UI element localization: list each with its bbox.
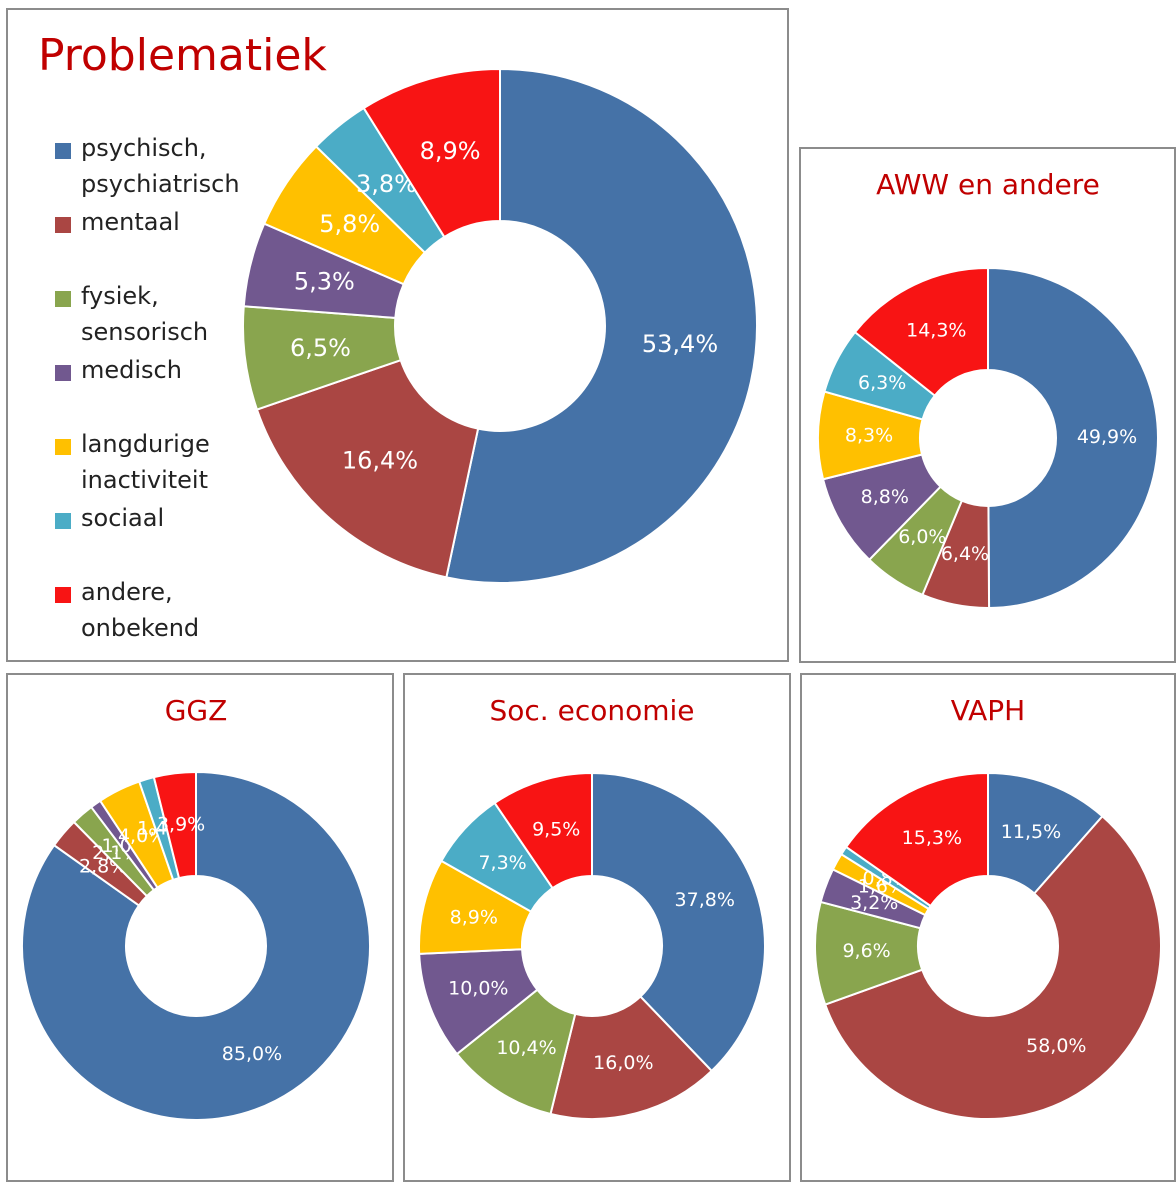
panel xyxy=(403,673,791,1182)
data-label: 6,0% xyxy=(898,526,946,548)
data-label: 16,4% xyxy=(342,446,418,474)
slice xyxy=(823,814,1162,1120)
legend-label: mentaal xyxy=(81,208,180,236)
data-label: 8,9% xyxy=(450,906,498,928)
legend-label: sociaal xyxy=(81,504,165,532)
legend-label: langdurige inactiviteit xyxy=(81,430,210,494)
legend: psychisch, psychiatrisch mentaal fysiek, s… xyxy=(55,130,255,648)
data-label: 11,5% xyxy=(1001,821,1061,843)
legend-label: psychisch, psychiatrisch xyxy=(81,134,240,198)
legend-label: medisch xyxy=(81,356,182,384)
slice xyxy=(853,266,989,398)
slice xyxy=(591,771,766,1073)
legend-swatch xyxy=(55,439,71,455)
data-label: 37,8% xyxy=(675,889,735,911)
legend-item: sociaal xyxy=(55,500,255,574)
legend-item: medisch xyxy=(55,352,255,426)
legend-label: fysiek, sensorisch xyxy=(81,282,209,346)
data-label: 3,2% xyxy=(850,892,898,914)
slice xyxy=(549,995,714,1120)
panel xyxy=(799,147,1176,663)
chart-title: VAPH xyxy=(950,694,1026,727)
data-label: 15,3% xyxy=(902,827,962,849)
data-label: 8,8% xyxy=(861,486,909,508)
legend-item: fysiek, sensorisch xyxy=(55,278,255,352)
legend-item: andere, onbekend xyxy=(55,574,255,648)
data-label: 9,6% xyxy=(842,940,890,962)
legend-label: andere, onbekend xyxy=(81,578,200,642)
data-label: 6,3% xyxy=(858,372,906,394)
data-label: 6,5% xyxy=(290,334,351,362)
data-label: 49,9% xyxy=(1077,426,1137,448)
data-label: 14,3% xyxy=(906,319,966,341)
data-label: 85,0% xyxy=(222,1043,282,1065)
data-label: 8,3% xyxy=(845,425,893,447)
data-label: 58,0% xyxy=(1026,1035,1086,1057)
slice xyxy=(255,358,480,579)
panel xyxy=(800,673,1176,1182)
panel xyxy=(6,673,394,1182)
panel xyxy=(6,8,789,662)
data-label: 16,0% xyxy=(593,1052,653,1074)
data-label: 5,3% xyxy=(294,267,355,295)
legend-swatch xyxy=(55,217,71,233)
data-label: 10,0% xyxy=(448,977,508,999)
legend-item: langdurige inactiviteit xyxy=(55,426,255,500)
slice xyxy=(844,771,989,908)
data-label: 10,4% xyxy=(496,1037,556,1059)
data-label: 3,9% xyxy=(157,813,205,835)
legend-item: psychisch, psychiatrisch xyxy=(55,130,255,204)
legend-swatch xyxy=(55,513,71,529)
data-label: 7,3% xyxy=(478,852,526,874)
legend-swatch xyxy=(55,291,71,307)
slice xyxy=(152,770,197,880)
legend-swatch xyxy=(55,365,71,381)
data-label: 8,9% xyxy=(420,137,481,165)
slice xyxy=(493,771,593,890)
data-label: 53,4% xyxy=(642,330,718,358)
data-label: 4,0% xyxy=(118,825,166,847)
slice xyxy=(987,266,1160,610)
legend-swatch xyxy=(55,143,71,159)
data-label: 9,5% xyxy=(532,818,580,840)
legend-item: mentaal xyxy=(55,204,255,278)
slice xyxy=(362,67,501,239)
chart-title: GGZ xyxy=(164,694,228,727)
slice xyxy=(21,770,371,1121)
data-label: 5,8% xyxy=(319,210,380,238)
chart-title: Problematiek xyxy=(38,30,327,81)
legend-swatch xyxy=(55,587,71,603)
data-label: 6,4% xyxy=(941,543,989,565)
chart-title: AWW en andere xyxy=(876,168,1100,201)
chart-title: Soc. economie xyxy=(489,694,695,727)
slice xyxy=(445,67,758,584)
